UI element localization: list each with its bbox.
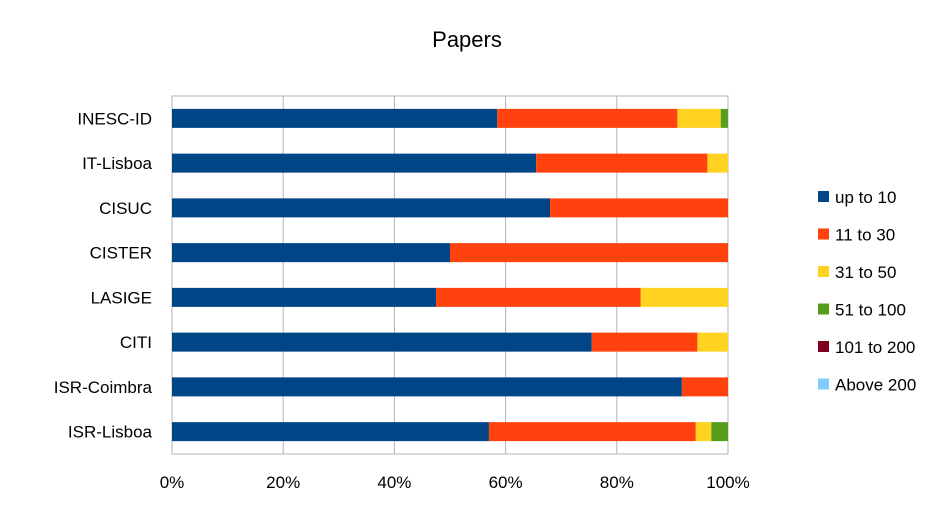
- legend-label: 31 to 50: [835, 263, 896, 282]
- bar-segment: [172, 332, 592, 352]
- plot-frame: [171, 95, 729, 455]
- x-tick-label: 100%: [706, 473, 749, 492]
- legend-label: 51 to 100: [835, 301, 906, 320]
- legend-label: up to 10: [835, 188, 896, 207]
- plot-area: 0% 20% 40% 60% 80% 100% INESC-ID IT-Lisboa CISUC…: [54, 95, 750, 492]
- bar-segment: [488, 422, 696, 442]
- bar-segment: [450, 243, 728, 263]
- bar-segment: [640, 287, 728, 307]
- bar-segment: [536, 153, 708, 173]
- bar-segment: [172, 287, 437, 307]
- bar-segment: [695, 422, 712, 442]
- x-tick-label: 40%: [377, 473, 411, 492]
- category-label: CISUC: [99, 199, 152, 218]
- legend-label: 101 to 200: [835, 338, 915, 357]
- category-label: CITI: [120, 333, 152, 352]
- chart-title: Papers: [432, 27, 502, 52]
- category-label: ISR-Lisboa: [68, 423, 153, 442]
- bar-segment: [172, 153, 537, 173]
- legend-swatch: [818, 191, 829, 202]
- x-tick-label: 60%: [489, 473, 523, 492]
- legend-label: Above 200: [835, 376, 916, 395]
- x-tick-label: 20%: [266, 473, 300, 492]
- bar-segment: [711, 422, 728, 442]
- category-label: IT-Lisboa: [82, 154, 152, 173]
- legend-swatch: [818, 303, 829, 315]
- bar-segment: [707, 153, 728, 173]
- legend-swatch: [818, 228, 829, 240]
- bar-segment: [720, 108, 728, 128]
- category-label: INESC-ID: [77, 109, 152, 128]
- bar-segment: [436, 287, 641, 307]
- bar-segment: [681, 377, 728, 397]
- legend-swatch: [818, 266, 829, 277]
- bar-segment: [550, 198, 728, 218]
- legend-label: 11 to 30: [835, 226, 895, 245]
- bar-segment: [697, 332, 728, 352]
- bar-segment: [172, 108, 498, 128]
- bar-segment: [677, 108, 721, 128]
- category-label: CISTER: [90, 244, 152, 263]
- x-tick-label: 0%: [160, 473, 185, 492]
- bar-segment: [172, 377, 682, 397]
- category-label: LASIGE: [91, 288, 152, 307]
- bar-segment: [172, 243, 450, 263]
- bar-segment: [172, 198, 551, 218]
- bar-segment: [497, 108, 678, 128]
- bar-segment: [591, 332, 698, 352]
- legend: up to 10 11 to 30 31 to 50 51 to 100 101 to …: [818, 188, 916, 395]
- x-tick-label: 80%: [600, 473, 634, 492]
- bar-segment: [172, 422, 489, 442]
- category-label: ISR-Coimbra: [54, 378, 153, 397]
- legend-swatch: [818, 341, 829, 352]
- legend-swatch: [818, 378, 829, 390]
